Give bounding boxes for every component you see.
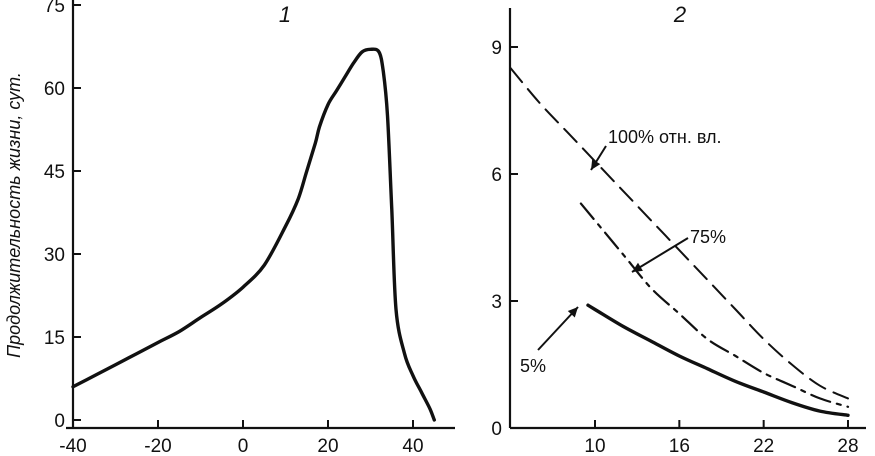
axes-panel-1: 0 15 30 45 60 75 -40 -20 0 20 40 (44, 0, 455, 456)
x-tick-label: 10 (584, 436, 605, 456)
y-tick-label: 15 (44, 328, 65, 349)
y-tick-label: 0 (491, 419, 502, 440)
y-tick-label: 30 (44, 245, 65, 266)
x-tick-label: 22 (753, 436, 774, 456)
series-line-solid (71, 47, 436, 422)
x-tick-label: 20 (317, 436, 338, 456)
y-tick-label: 60 (44, 79, 65, 100)
annotation-arrowhead (591, 159, 601, 170)
panel-number-label: 1 (279, 2, 291, 27)
x-tick-label: 40 (402, 436, 423, 456)
series-annotation-label: 75% (690, 227, 726, 247)
annotation-arrowhead (632, 262, 643, 272)
y-tick-label: 9 (491, 38, 502, 59)
x-tick-label: 16 (669, 436, 690, 456)
axes-panel-2: 0 3 6 9 10 16 22 28 (491, 8, 866, 456)
y-tick-label: 45 (44, 162, 65, 183)
series-line-dashdot (579, 202, 850, 408)
annotation-arrowhead (567, 307, 578, 318)
panel-2: 0 3 6 9 10 16 22 28 2 100% отн. вл. 75% 5% (491, 2, 866, 456)
series-line-dashed (509, 67, 849, 400)
x-tick-label: -20 (144, 436, 171, 456)
y-axis-title: Продолжительность жизни, сут. (4, 72, 24, 358)
y-tick-label: 75 (44, 0, 65, 17)
panel-1: 0 15 30 45 60 75 -40 -20 0 20 40 1 Продолжительность… (4, 0, 455, 456)
y-tick-label: 0 (54, 411, 65, 432)
x-tick-label: -40 (59, 436, 86, 456)
series-annotation-label: 100% отн. вл. (608, 127, 722, 147)
panel-number-label: 2 (673, 2, 686, 27)
x-tick-label: 28 (837, 436, 858, 456)
series-line-solid (586, 303, 850, 417)
series-annotation-label: 5% (520, 356, 546, 376)
y-tick-label: 3 (491, 292, 502, 313)
x-tick-label: 0 (238, 436, 249, 456)
annotation-leader-line (631, 237, 689, 273)
y-tick-label: 6 (491, 165, 502, 186)
